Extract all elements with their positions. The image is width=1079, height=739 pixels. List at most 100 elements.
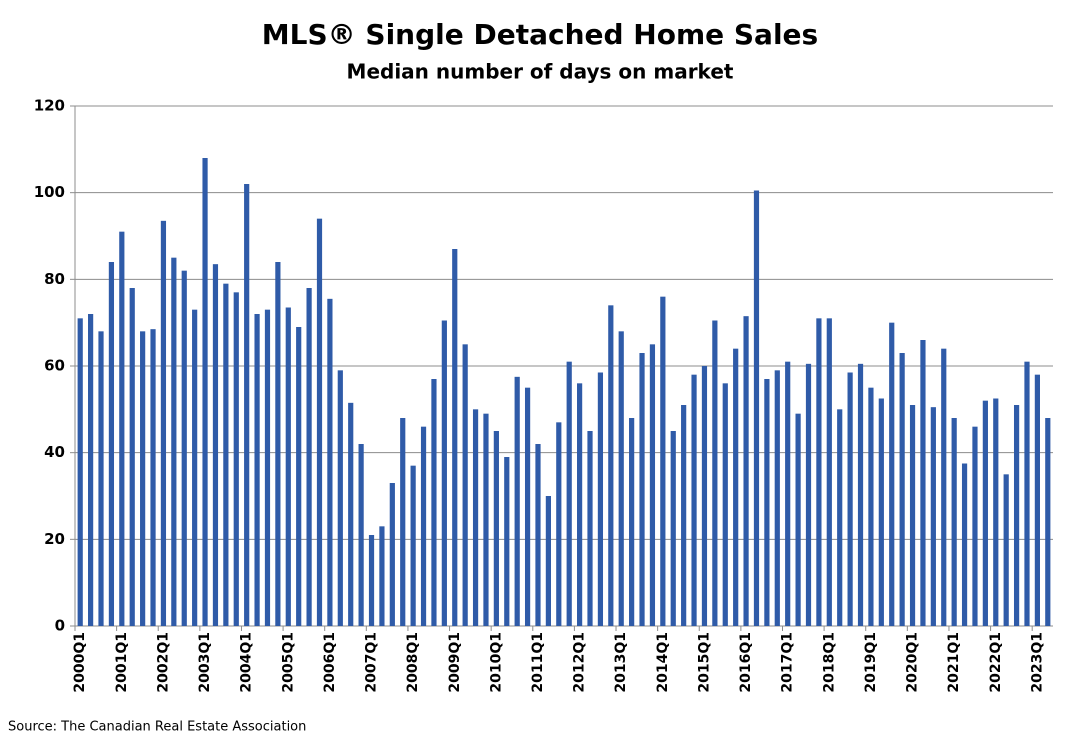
x-tick-label: 2022Q1 — [988, 632, 1004, 693]
bar — [431, 379, 437, 626]
x-tick-label: 2009Q1 — [447, 632, 463, 693]
bar — [410, 465, 416, 626]
y-tick-label: 100 — [34, 183, 65, 201]
bar — [192, 309, 198, 626]
bar — [524, 387, 531, 626]
x-tick-label: 2021Q1 — [946, 632, 962, 693]
x-tick-label: 2006Q1 — [322, 632, 338, 693]
bar — [462, 344, 468, 626]
bar — [368, 535, 375, 626]
x-tick-label: 2019Q1 — [863, 632, 879, 693]
bar — [348, 402, 354, 626]
bar — [878, 398, 884, 626]
x-tick-label: 2004Q1 — [239, 632, 255, 693]
bar — [712, 320, 718, 626]
bar — [420, 426, 427, 626]
bar — [629, 418, 635, 626]
bar — [587, 431, 593, 626]
bar — [597, 372, 604, 626]
bar — [181, 270, 187, 626]
bar — [868, 387, 874, 626]
bar — [785, 361, 791, 626]
bar — [223, 283, 229, 626]
bar — [254, 314, 260, 626]
bar — [306, 288, 312, 626]
bar — [951, 418, 957, 626]
bar — [171, 257, 177, 626]
x-tick-label: 2001Q1 — [114, 632, 130, 693]
bar — [452, 249, 458, 626]
bar — [805, 363, 812, 626]
bar — [379, 526, 385, 626]
x-tick-label: 2017Q1 — [780, 632, 796, 693]
bar — [98, 331, 104, 626]
bar — [358, 444, 364, 626]
bar — [972, 426, 978, 626]
bar — [119, 231, 125, 626]
bar — [160, 220, 167, 627]
bar — [316, 218, 323, 626]
bar — [545, 496, 551, 626]
bar — [982, 400, 988, 626]
bar — [285, 307, 291, 626]
bar — [1034, 374, 1040, 626]
bar — [961, 463, 968, 626]
bar — [993, 398, 999, 626]
bar — [649, 344, 656, 626]
x-tick-label: 2014Q1 — [655, 632, 671, 693]
bar — [660, 296, 666, 626]
bar — [514, 376, 520, 626]
bar — [670, 431, 676, 626]
bar — [150, 329, 156, 626]
x-tick-label: 2003Q1 — [197, 632, 213, 693]
bar — [535, 444, 541, 626]
bar — [472, 409, 479, 626]
bar — [930, 407, 936, 626]
bar — [681, 405, 687, 626]
bar — [733, 348, 739, 626]
y-tick-label: 60 — [44, 357, 65, 375]
source-note: Source: The Canadian Real Estate Associa… — [8, 720, 306, 735]
y-tick-label: 0 — [55, 617, 65, 635]
x-tick-label: 2011Q1 — [530, 632, 546, 693]
bar — [743, 316, 749, 626]
bar — [1024, 361, 1030, 626]
y-tick-label: 80 — [44, 270, 65, 288]
x-tick-label: 2005Q1 — [280, 632, 296, 693]
bar — [577, 383, 583, 626]
bar — [400, 418, 406, 626]
bar — [275, 262, 281, 626]
bar — [77, 318, 83, 626]
bar — [764, 379, 770, 626]
bar — [264, 309, 271, 626]
bar — [753, 190, 760, 626]
bar — [816, 318, 822, 626]
bar — [691, 374, 697, 626]
y-tick-label: 40 — [44, 443, 65, 461]
bar — [774, 370, 780, 626]
bar — [722, 383, 728, 626]
x-tick-label: 2015Q1 — [696, 632, 712, 693]
bar — [202, 158, 208, 626]
bar — [826, 318, 832, 626]
y-tick-label: 20 — [44, 530, 65, 548]
bar — [337, 370, 343, 626]
bar — [889, 322, 895, 626]
bar — [233, 292, 239, 626]
bar — [847, 372, 853, 626]
bar — [493, 431, 499, 626]
bar — [504, 457, 510, 626]
x-tick-label: 2018Q1 — [821, 632, 837, 693]
bar — [795, 413, 801, 626]
bar — [837, 409, 843, 626]
chart-subtitle: Median number of days on market — [347, 60, 734, 84]
bar — [701, 366, 708, 626]
x-tick-label: 2007Q1 — [364, 632, 380, 693]
bar — [566, 361, 572, 626]
bar — [857, 363, 864, 626]
bar — [441, 320, 447, 626]
x-tick-label: 2010Q1 — [488, 632, 504, 693]
x-tick-label: 2016Q1 — [738, 632, 754, 693]
bar — [129, 288, 135, 626]
